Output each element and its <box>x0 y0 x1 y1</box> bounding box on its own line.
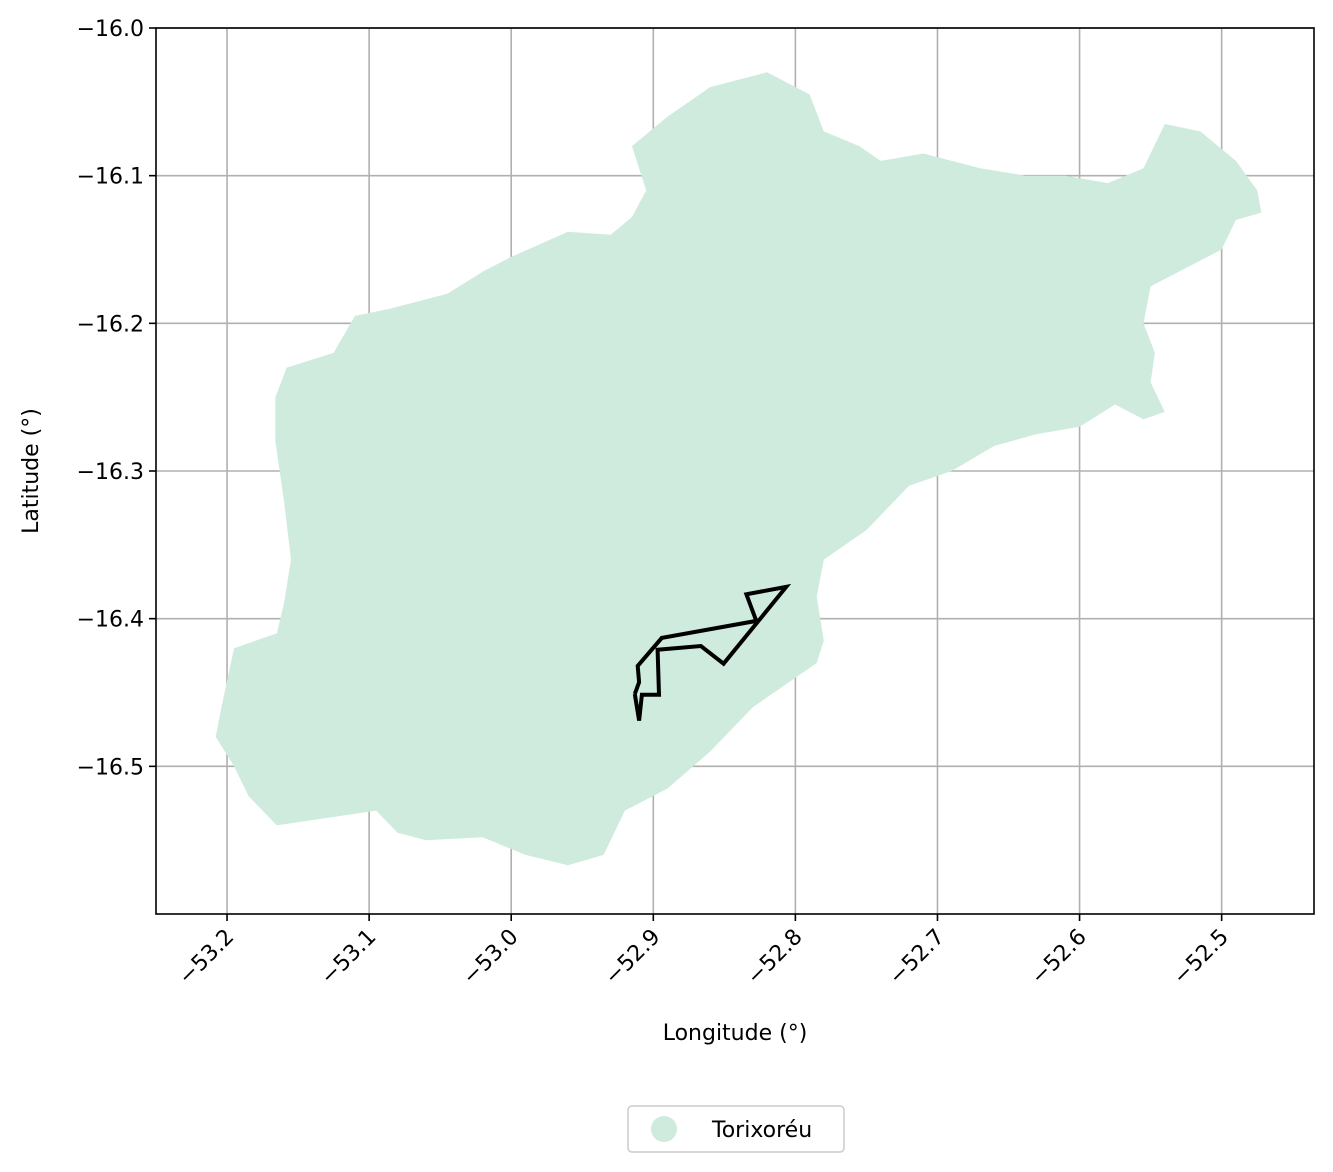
legend: Torixoréu <box>627 1105 845 1153</box>
legend-marker-torixoreu <box>651 1116 677 1142</box>
y-tick-label-4: −16.4 <box>77 608 144 633</box>
x-tick-label-2: −53.0 <box>458 925 523 990</box>
y-tick-label-3: −16.3 <box>77 460 144 485</box>
x-tick-label-7: −52.5 <box>1169 925 1234 990</box>
x-tick-label-5: −52.7 <box>884 925 949 990</box>
y-ticks: −16.0 −16.1 −16.2 −16.3 −16.4 −16.5 <box>77 17 156 780</box>
y-tick-label-2: −16.2 <box>77 312 144 337</box>
y-tick-label-5: −16.5 <box>77 755 144 780</box>
legend-box <box>627 1105 845 1153</box>
x-ticks: −53.2 −53.1 −53.0 −52.9 −52.8 −52.7 −52.6 −52.5 <box>174 914 1234 990</box>
x-tick-label-1: −53.1 <box>316 925 381 990</box>
legend-label-torixoreu: Torixoréu <box>711 1118 812 1143</box>
y-tick-label-0: −16.0 <box>77 17 144 42</box>
y-axis-label: Latitude (°) <box>19 408 44 534</box>
x-tick-label-4: −52.8 <box>742 925 807 990</box>
outline-polygon <box>632 583 792 721</box>
x-tick-label-6: −52.6 <box>1026 925 1091 990</box>
y-tick-label-1: −16.1 <box>77 165 144 190</box>
region-polygon-torixoreu <box>215 72 1262 866</box>
x-tick-label-0: −53.2 <box>174 925 239 990</box>
x-axis-label: Longitude (°) <box>663 1021 808 1046</box>
x-tick-label-3: −52.9 <box>600 925 665 990</box>
